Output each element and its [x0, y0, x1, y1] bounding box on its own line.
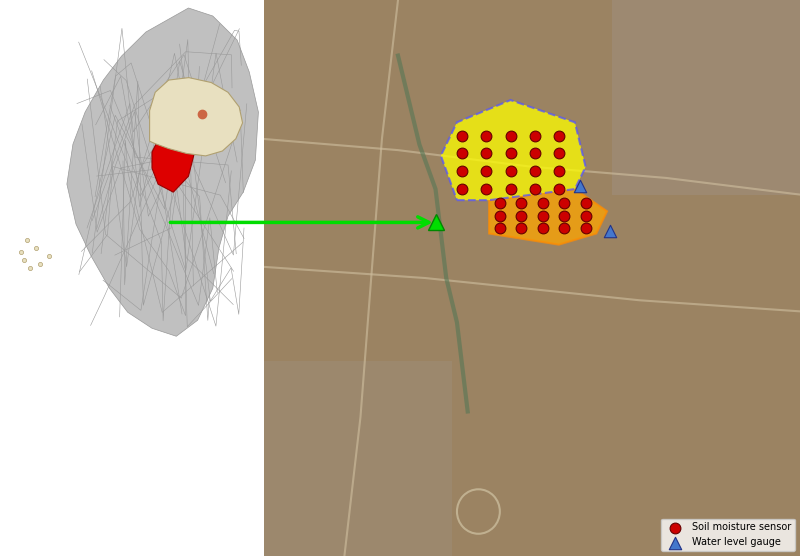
Point — [558, 211, 570, 220]
Point — [494, 199, 506, 208]
Point — [536, 211, 549, 220]
Point — [574, 182, 586, 191]
Point — [558, 224, 570, 232]
Point — [552, 167, 565, 176]
Point — [494, 211, 506, 220]
Bar — [613, 0, 800, 195]
Point — [504, 149, 517, 158]
Point — [536, 224, 549, 232]
Point — [579, 211, 592, 220]
Point — [558, 199, 570, 208]
Point — [579, 199, 592, 208]
Point — [480, 131, 493, 140]
Point — [528, 185, 541, 193]
Point — [515, 211, 528, 220]
Polygon shape — [489, 189, 607, 245]
Point — [579, 224, 592, 232]
Point — [504, 131, 517, 140]
Point — [504, 167, 517, 176]
Polygon shape — [152, 120, 194, 192]
Point — [504, 185, 517, 193]
Point — [480, 149, 493, 158]
Point — [480, 167, 493, 176]
Point — [480, 185, 493, 193]
Point — [456, 131, 469, 140]
Point — [456, 185, 469, 193]
Point — [528, 149, 541, 158]
Polygon shape — [150, 78, 242, 156]
Point — [456, 149, 469, 158]
Point — [552, 131, 565, 140]
Point — [515, 199, 528, 208]
Point — [515, 224, 528, 232]
Polygon shape — [67, 8, 258, 336]
Point — [528, 131, 541, 140]
Point — [552, 149, 565, 158]
Polygon shape — [441, 100, 586, 200]
Point — [603, 226, 616, 235]
Legend: Soil moisture sensor, Water level gauge: Soil moisture sensor, Water level gauge — [661, 519, 795, 551]
Point — [536, 199, 549, 208]
Point — [552, 185, 565, 193]
Point — [456, 167, 469, 176]
Point — [528, 167, 541, 176]
Bar — [264, 361, 451, 556]
Point — [494, 224, 506, 232]
